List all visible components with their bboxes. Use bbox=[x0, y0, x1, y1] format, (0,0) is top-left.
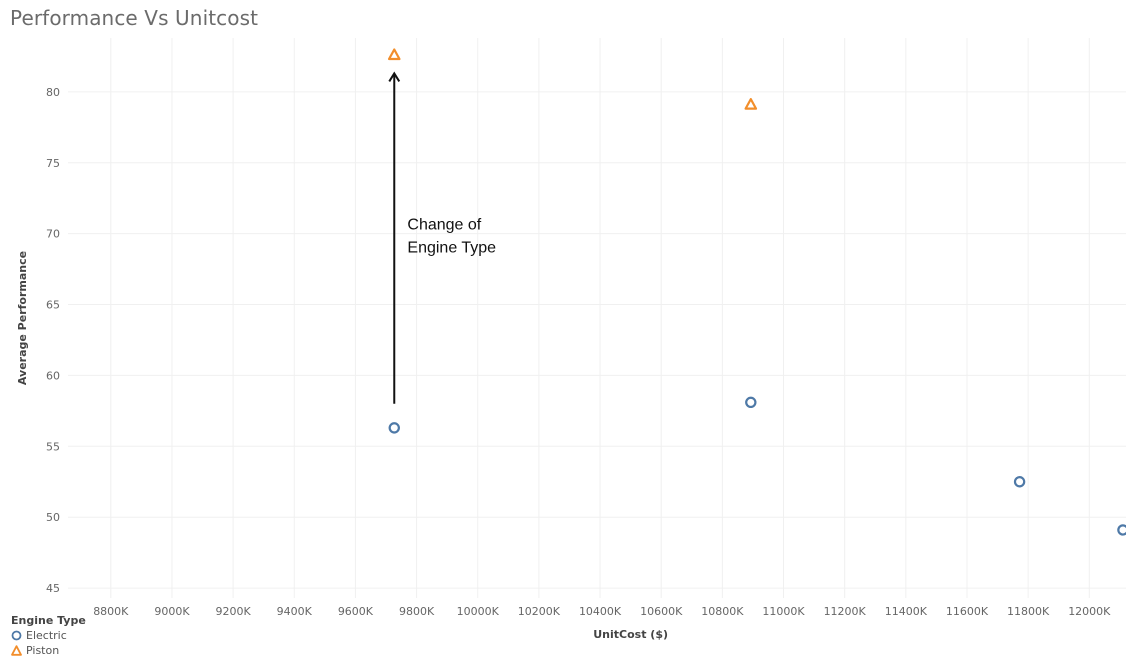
y-tick-label: 45 bbox=[46, 582, 60, 595]
x-axis-title: UnitCost ($) bbox=[593, 628, 668, 641]
x-tick-label: 11000K bbox=[762, 605, 805, 618]
legend-label: Piston bbox=[26, 644, 60, 657]
legend-item-piston[interactable]: Piston bbox=[11, 643, 86, 658]
x-axis-ticks: 8800K 9000K 9200K 9400K 9600K 9800K 10000K 1020… bbox=[93, 605, 1111, 618]
data-point-electric[interactable] bbox=[388, 422, 400, 434]
x-tick-label: 11600K bbox=[946, 605, 989, 618]
circle-marker-icon bbox=[11, 630, 22, 641]
x-tick-label: 11800K bbox=[1007, 605, 1050, 618]
grid-lines bbox=[68, 38, 1126, 598]
y-tick-label: 70 bbox=[46, 228, 60, 241]
annotation-arrowhead bbox=[388, 71, 401, 82]
y-axis-ticks: 45 50 55 60 65 70 75 80 bbox=[46, 86, 60, 595]
data-points bbox=[387, 48, 1126, 536]
legend-item-electric[interactable]: Electric bbox=[11, 628, 86, 643]
x-tick-label: 11400K bbox=[885, 605, 928, 618]
x-tick-label: 10600K bbox=[640, 605, 683, 618]
triangle-marker-icon bbox=[11, 645, 22, 656]
x-tick-label: 8800K bbox=[93, 605, 129, 618]
x-tick-label: 9800K bbox=[399, 605, 435, 618]
x-tick-label: 10400K bbox=[579, 605, 622, 618]
data-point-piston[interactable] bbox=[387, 48, 401, 61]
data-point-piston[interactable] bbox=[744, 98, 758, 110]
legend-label: Electric bbox=[26, 629, 67, 642]
x-tick-label: 10200K bbox=[518, 605, 561, 618]
x-tick-label: 9400K bbox=[277, 605, 313, 618]
data-point-electric[interactable] bbox=[1117, 524, 1126, 536]
y-tick-label: 65 bbox=[46, 299, 60, 312]
x-tick-label: 9000K bbox=[154, 605, 190, 618]
data-point-electric[interactable] bbox=[745, 396, 757, 409]
x-tick-label: 10800K bbox=[701, 605, 744, 618]
x-tick-label: 12000K bbox=[1068, 605, 1111, 618]
data-point-electric[interactable] bbox=[1013, 476, 1026, 488]
y-tick-label: 80 bbox=[46, 86, 60, 99]
legend: Engine Type Electric Piston bbox=[11, 614, 86, 658]
y-tick-label: 75 bbox=[46, 157, 60, 170]
y-tick-label: 60 bbox=[46, 369, 60, 382]
y-tick-label: 55 bbox=[46, 440, 60, 453]
x-tick-label: 10000K bbox=[457, 605, 500, 618]
annotation-text-line-2: Engine Type bbox=[407, 239, 496, 256]
annotation-text-line-1: Change of bbox=[407, 216, 481, 233]
legend-title: Engine Type bbox=[11, 614, 86, 627]
x-tick-label: 9600K bbox=[338, 605, 374, 618]
y-tick-label: 50 bbox=[46, 511, 60, 524]
x-tick-label: 11200K bbox=[824, 605, 867, 618]
annotation: Change of Engine Type bbox=[388, 71, 496, 404]
x-tick-label: 9200K bbox=[216, 605, 252, 618]
y-axis-title: Average Performance bbox=[16, 251, 29, 385]
chart-title: Performance Vs Unitcost bbox=[10, 6, 259, 30]
